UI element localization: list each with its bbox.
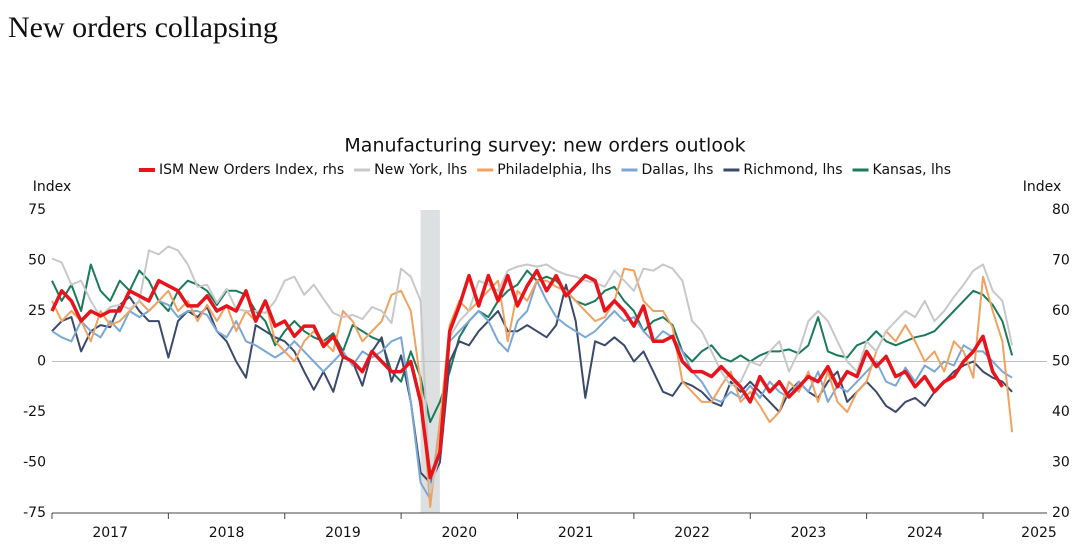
series-line [51, 283, 1013, 484]
y2-tick-label: 80 [1052, 202, 1070, 218]
page-title: New orders collapsing [8, 11, 278, 44]
y-tick-label: -75 [23, 505, 46, 521]
y-tick-label: -50 [23, 455, 46, 471]
y2-axis-label: Index [1023, 179, 1062, 195]
legend-label: New York, lhs [374, 162, 467, 178]
y-tick-label: 25 [28, 303, 46, 319]
y2-tick-label: 30 [1052, 455, 1070, 471]
y2-tick-label: 50 [1052, 354, 1070, 370]
y2-tick-label: 60 [1052, 303, 1070, 319]
legend-label: Richmond, lhs [743, 162, 842, 178]
y-tick-label: 0 [37, 354, 46, 370]
y-tick-label: -25 [23, 404, 46, 420]
legend-label: Dallas, lhs [641, 162, 713, 178]
legend-label: ISM New Orders Index, rhs [159, 162, 344, 178]
x-tick-label: 2022 [674, 525, 710, 541]
series-line [51, 279, 1013, 500]
x-tick-label: 2020 [441, 525, 477, 541]
x-tick-label: 2024 [907, 525, 943, 541]
x-tick-label: 2023 [791, 525, 827, 541]
series-line [51, 267, 1014, 508]
x-tick-label: 2017 [92, 525, 128, 541]
y-axis-label: Index [33, 179, 72, 195]
chart-title: Manufacturing survey: new orders outlook [344, 135, 745, 157]
x-tick-label: 2025 [1021, 525, 1057, 541]
x-tick-label: 2018 [209, 525, 245, 541]
x-tick-label: 2021 [558, 525, 594, 541]
legend: ISM New Orders Index, rhs New York, lhs Ph… [138, 162, 952, 178]
x-tick-label: 2019 [325, 525, 361, 541]
legend-label: Kansas, lhs [873, 162, 952, 178]
series-line [51, 245, 1014, 494]
y2-tick-label: 40 [1052, 404, 1070, 420]
y2-tick-label: 70 [1052, 253, 1070, 269]
y2-tick-label: 20 [1052, 505, 1070, 521]
y-tick-label: 75 [28, 202, 46, 218]
y-tick-label: 50 [28, 253, 46, 269]
legend-label: Philadelphia, lhs [497, 162, 611, 178]
series-line [50, 268, 1004, 480]
